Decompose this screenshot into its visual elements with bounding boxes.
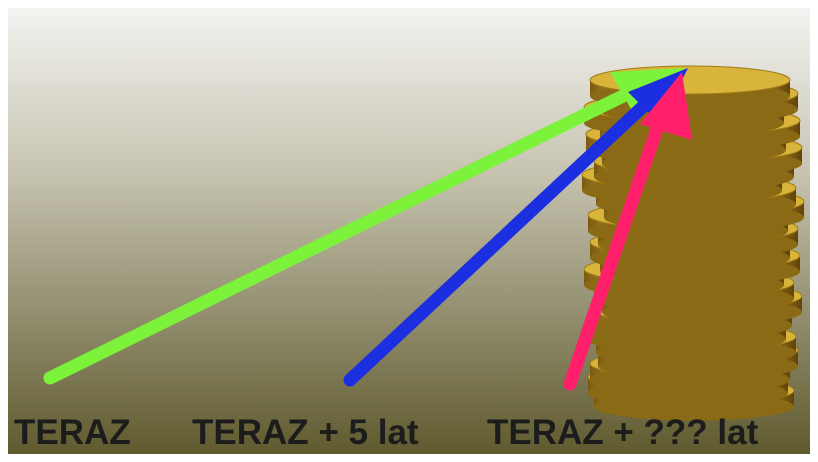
label: TERAZ + 5 lat: [192, 413, 419, 452]
label: TERAZ: [14, 413, 131, 452]
label: TERAZ + ??? lat: [487, 413, 759, 452]
page: TERAZ TERAZ + 5 lat TERAZ + ??? lat (() …: [0, 0, 818, 462]
illustration: TERAZ TERAZ + 5 lat TERAZ + ??? lat: [0, 0, 818, 462]
